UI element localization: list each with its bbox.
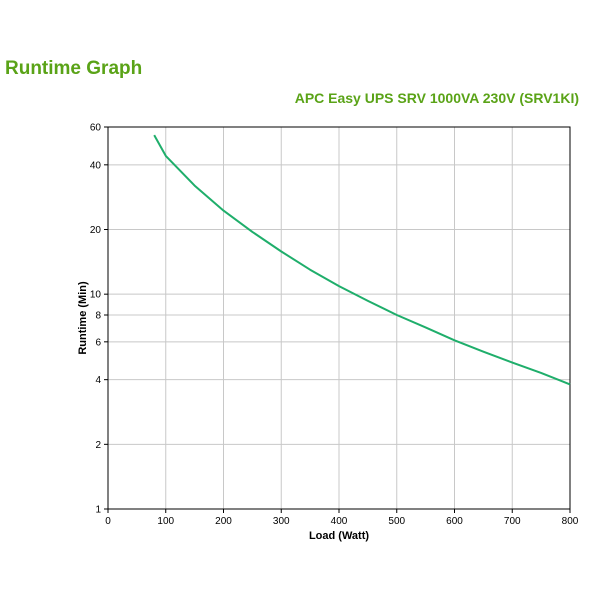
x-tick-label: 500 <box>388 516 405 527</box>
x-tick-label: 100 <box>157 516 174 527</box>
chart-subtitle: APC Easy UPS SRV 1000VA 230V (SRV1KI) <box>294 90 579 106</box>
y-axis-label: Runtime (Min) <box>77 281 89 355</box>
y-tick-label: 2 <box>95 440 101 451</box>
x-tick-label: 200 <box>215 516 232 527</box>
y-tick-label: 4 <box>95 375 101 386</box>
x-tick-label: 400 <box>331 516 348 527</box>
series-layer <box>153 134 571 386</box>
x-tick-label: 600 <box>446 516 463 527</box>
x-tick-label: 0 <box>105 516 111 527</box>
grid-layer <box>108 127 570 509</box>
y-tick-label: 20 <box>90 225 102 236</box>
y-tick-label: 40 <box>90 160 102 171</box>
x-tick-label: 800 <box>562 516 579 527</box>
y-tick-label: 6 <box>95 337 101 348</box>
y-axis: 1 2 4 6 8 10 20 40 60 <box>90 123 108 516</box>
y-tick-label: 60 <box>90 123 102 134</box>
y-tick-label: 10 <box>90 290 102 301</box>
runtime-curve <box>153 134 571 386</box>
y-tick-label: 1 <box>95 505 101 516</box>
x-tick-label: 700 <box>504 516 521 527</box>
page-title: Runtime Graph <box>5 58 143 79</box>
y-tick-label: 8 <box>95 310 101 321</box>
x-tick-label: 300 <box>273 516 290 527</box>
x-axis-label: Load (Watt) <box>309 530 369 542</box>
x-axis: 0 100 200 300 400 500 600 700 800 <box>105 509 579 527</box>
